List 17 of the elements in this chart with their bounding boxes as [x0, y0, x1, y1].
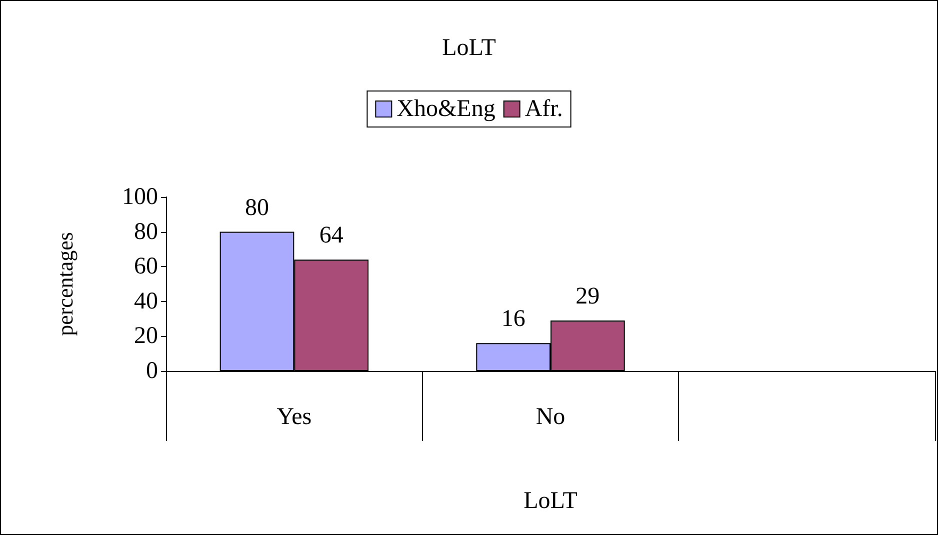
data-label: 29	[576, 284, 600, 310]
y-tick-label: 40	[134, 288, 158, 314]
x-axis-title: LoLT	[524, 488, 578, 514]
legend-label: Xho&Eng	[396, 96, 496, 122]
y-tick-label: 80	[134, 218, 158, 245]
legend-label: Afr.	[524, 96, 563, 122]
data-label: 64	[319, 222, 344, 249]
y-axis-title: percentages	[52, 232, 78, 336]
data-label: 16	[501, 306, 526, 332]
y-tick-label: 20	[134, 323, 158, 350]
x-tick-label: Yes	[276, 404, 312, 430]
x-tick-label: No	[536, 404, 566, 430]
y-tick-label: 100	[122, 184, 158, 210]
data-label: 80	[245, 194, 269, 221]
chart-title: LoLT	[442, 35, 496, 61]
y-tick-label: 0	[146, 358, 158, 384]
y-tick-label: 60	[134, 254, 158, 280]
